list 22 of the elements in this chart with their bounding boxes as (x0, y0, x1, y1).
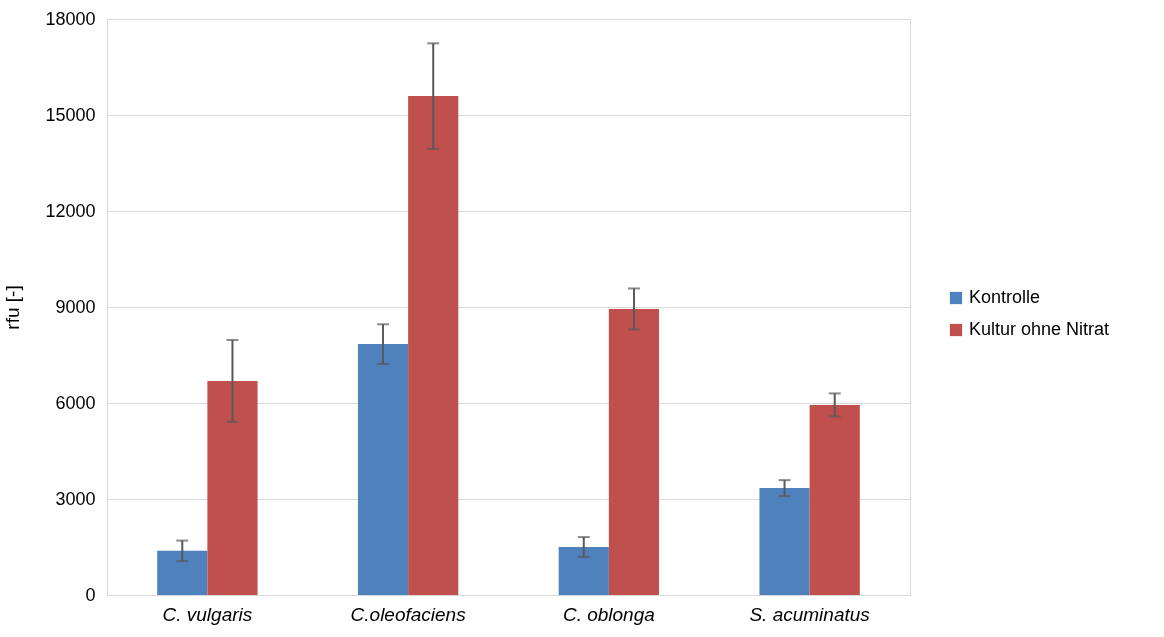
x-tick-label: C. oblonga (562, 603, 655, 625)
legend-label: Kontrolle (969, 287, 1041, 307)
y-tick-label: 15000 (45, 104, 96, 125)
x-tick-label: S. acuminatus (749, 603, 871, 625)
y-tick-label: 9000 (55, 296, 96, 317)
y-tick-label: 0 (85, 584, 96, 605)
y-tick-label: 3000 (55, 488, 96, 509)
bar (809, 404, 860, 595)
bar (558, 547, 609, 595)
legend-label: Kultur ohne Nitrat (969, 319, 1110, 339)
bar (157, 550, 208, 595)
y-axis-title: rfu [-] (2, 285, 24, 330)
y-tick-label: 12000 (45, 200, 96, 221)
bar (408, 96, 459, 595)
x-tick-label: C. vulgaris (162, 603, 253, 625)
y-tick-label: 6000 (55, 392, 96, 413)
bar (759, 488, 810, 595)
bar (207, 380, 258, 595)
x-tick-label: C.oleofaciens (350, 603, 467, 625)
bar (608, 308, 660, 595)
bar (357, 344, 409, 595)
y-tick-label: 18000 (45, 8, 96, 29)
